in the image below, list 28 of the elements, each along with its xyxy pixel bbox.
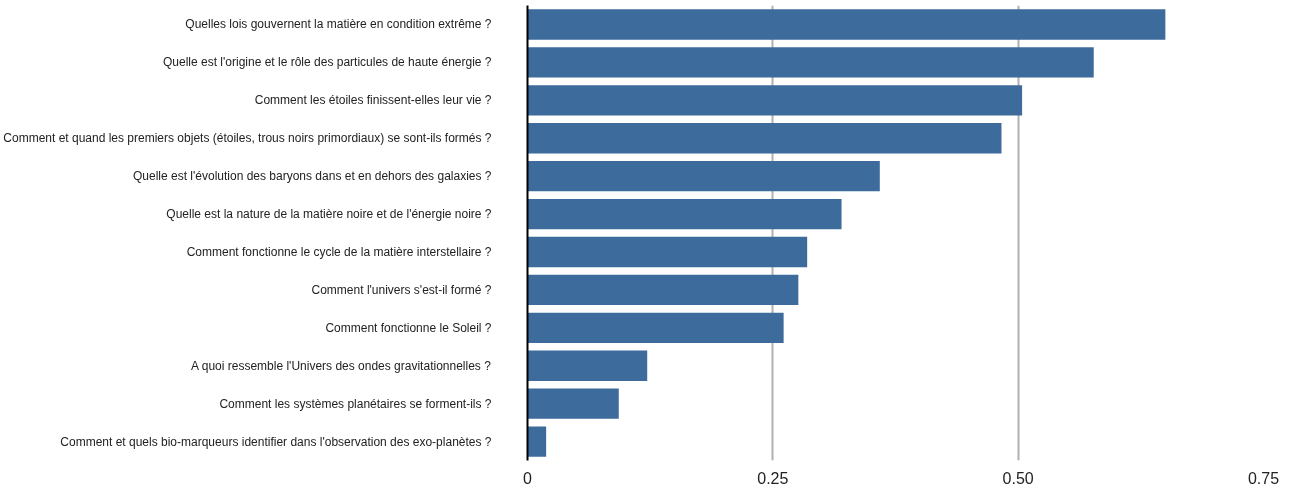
x-tick-label: 0 — [523, 469, 533, 487]
bar — [527, 236, 808, 268]
y-tick-label: Comment fonctionne le cycle de la matière interstellaire ? — [186, 244, 492, 259]
y-tick-label: A quoi ressemble l'Univers des ondes gravitationnelles ? — [191, 358, 492, 373]
y-tick-label: Comment les étoiles finissent-elles leur vie ? — [254, 93, 492, 108]
y-tick-label: Quelles lois gouvernent la matière en condition extrême ? — [185, 17, 492, 32]
bar — [527, 388, 619, 419]
bar — [527, 198, 842, 230]
bar — [527, 426, 547, 457]
y-tick-label: Quelle est l'évolution des baryons dans et en dehors des galaxies ? — [132, 169, 492, 184]
bar — [527, 160, 880, 192]
bar — [527, 47, 1094, 78]
x-tick-label: 0.75 — [1247, 469, 1280, 487]
y-tick-label: Comment les systèmes planétaires se forment-ils ? — [219, 396, 492, 411]
bar — [527, 312, 784, 343]
x-tick-label: 0.50 — [1002, 469, 1034, 487]
y-tick-label: Comment et quels bio-marqueurs identifier dans l'observation des exo-planètes ? — [60, 434, 492, 449]
bar — [527, 123, 1002, 154]
y-tick-label: Comment l'univers s'est-il formé ? — [311, 282, 492, 297]
y-tick-label: Comment et quand les premiers objets (étoiles, trous noirs primordiaux) se sont-ils formés ? — [3, 131, 492, 146]
bar — [527, 274, 799, 306]
y-tick-label: Quelle est la nature de la matière noire et de l'énergie noire ? — [166, 207, 492, 222]
bar — [527, 9, 1166, 40]
y-tick-label: Comment fonctionne le Soleil ? — [325, 320, 492, 335]
y-tick-label: Quelle est l'origine et le rôle des particules de haute énergie ? — [163, 55, 492, 70]
bar — [527, 350, 648, 381]
bar — [527, 85, 1023, 116]
x-tick-label: 0.25 — [757, 469, 789, 487]
